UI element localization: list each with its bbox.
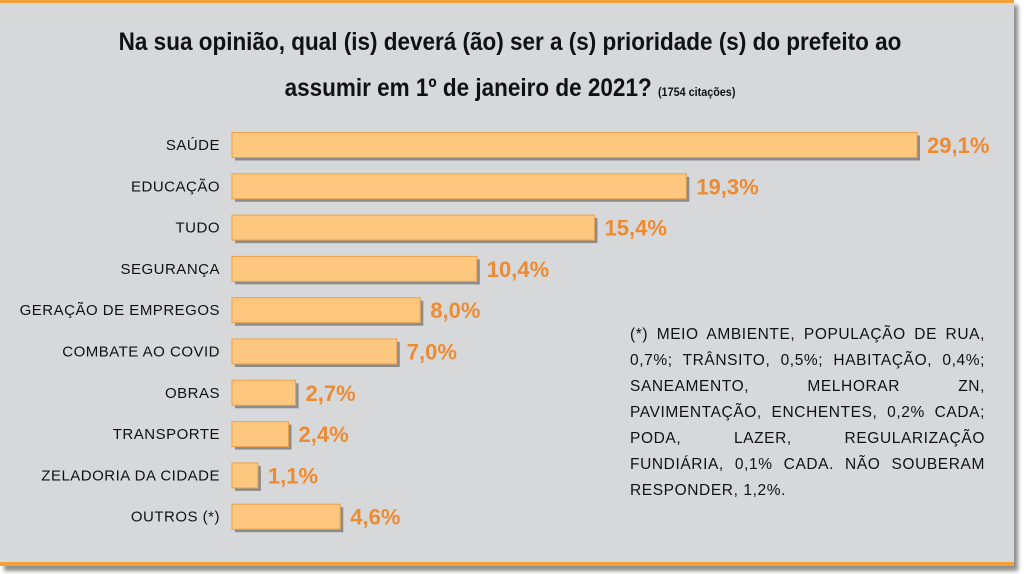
value-label: 2,7% [306, 381, 356, 406]
bar [231, 421, 289, 448]
bar [231, 503, 341, 530]
chart-title-text: assumir em 1º de janeiro de 2021? [284, 74, 652, 102]
category-label: ZELADORIA DA CIDADE [41, 467, 220, 484]
citation-count: (1754 citações) [657, 85, 736, 99]
bar [231, 255, 478, 282]
bar [231, 338, 398, 365]
bar [231, 173, 687, 200]
category-label: TUDO [176, 220, 221, 237]
bar [231, 379, 297, 406]
value-label: 15,4% [605, 216, 667, 241]
category-label: SEGURANÇA [120, 261, 220, 278]
chart-title-line-2: assumir em 1º de janeiro de 2021? (1754 … [105, 74, 915, 103]
bar [231, 132, 918, 158]
bar [231, 214, 596, 241]
bar [231, 297, 421, 324]
value-label: 1,1% [268, 463, 318, 488]
value-label: 7,0% [407, 340, 457, 365]
category-label: COMBATE AO COVID [62, 344, 220, 361]
category-label: OBRAS [165, 385, 220, 402]
category-label: EDUCAÇÃO [131, 178, 220, 195]
value-label: 19,3% [696, 174, 758, 199]
value-label: 8,0% [430, 298, 480, 323]
category-label: SAÚDE [166, 137, 220, 154]
category-label: TRANSPORTE [113, 426, 220, 443]
value-label: 2,4% [298, 422, 348, 447]
footnote: (*) MEIO AMBIENTE, POPULAÇÃO DE RUA, 0,7… [630, 326, 985, 499]
chart-frame [0, 0, 1014, 566]
chart-title-line-1: Na sua opinião, qual (is) deverá (ão) se… [118, 28, 902, 56]
value-label: 10,4% [487, 257, 549, 282]
value-label: 29,1% [927, 133, 989, 158]
category-label: GERAÇÃO DE EMPREGOS [20, 302, 220, 319]
category-label: OUTROS (*) [131, 509, 220, 526]
value-label: 4,6% [350, 505, 400, 530]
bar [231, 462, 259, 489]
